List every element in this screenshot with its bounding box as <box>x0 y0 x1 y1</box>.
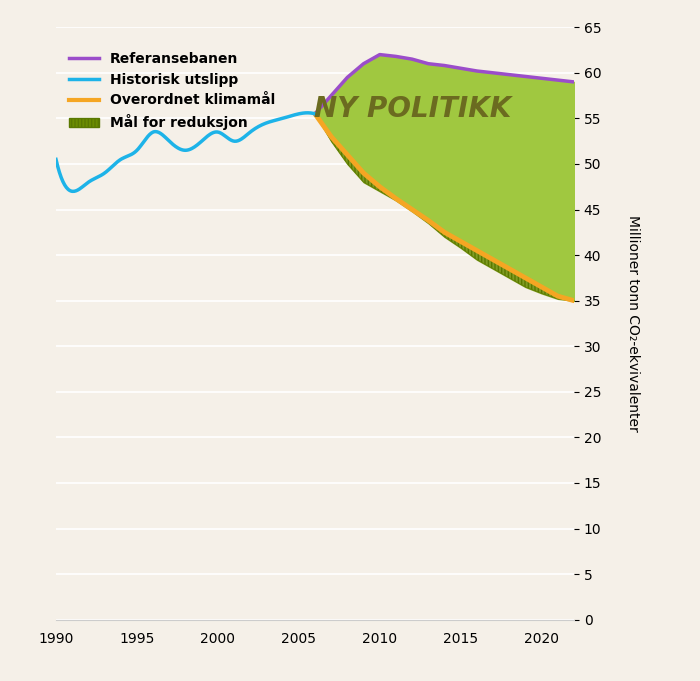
Y-axis label: Millioner tonn CO₂-ekvivalenter: Millioner tonn CO₂-ekvivalenter <box>626 215 640 432</box>
Legend: Referansebanen, Historisk utslipp, Overordnet klimamål, Mål for reduksjon: Referansebanen, Historisk utslipp, Overo… <box>63 46 281 136</box>
Text: NY POLITIKK: NY POLITIKK <box>314 95 511 123</box>
